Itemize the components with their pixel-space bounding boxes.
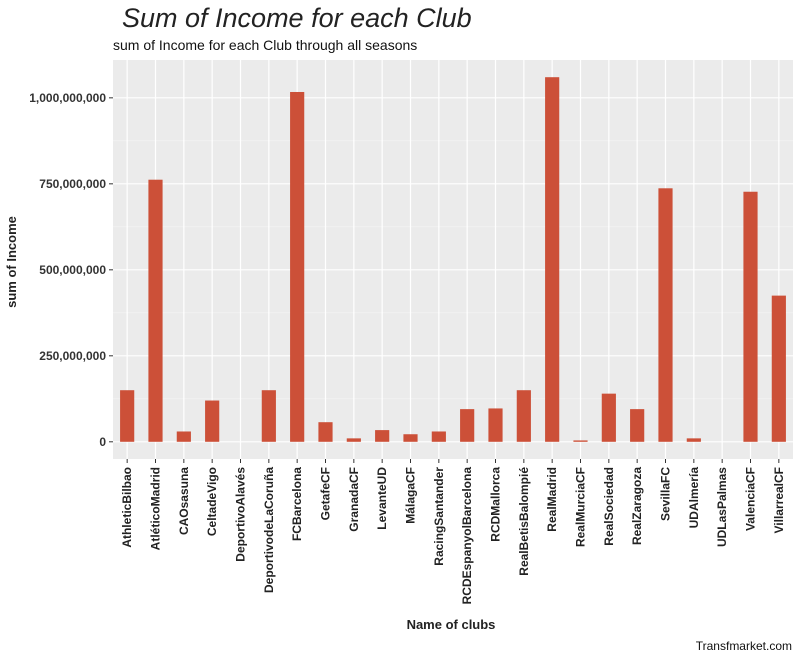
bar-23 <box>743 191 758 442</box>
x-tick-label: AthleticBilbao <box>120 467 134 548</box>
y-axis: 0 250,000,000 500,000,000 750,000,000 1,000,… <box>29 91 113 449</box>
y-tick-label: 0 <box>99 435 106 449</box>
y-tick-label: 500,000,000 <box>39 263 106 277</box>
bar-8 <box>318 422 333 442</box>
bar-13 <box>460 409 475 442</box>
x-tick-label: DeportivodeLaCoruña <box>262 467 276 593</box>
x-tick-label: RealBetisBalompié <box>517 467 531 576</box>
x-tick-label: LevanteUD <box>375 467 389 530</box>
bar-6 <box>261 390 276 442</box>
x-tick-label: CAOsasuna <box>177 467 191 535</box>
x-axis-title: Name of clubs <box>407 617 496 632</box>
y-tick-label: 250,000,000 <box>39 349 106 363</box>
x-tick-label: UDLasPalmas <box>715 467 729 547</box>
bar-9 <box>346 438 361 442</box>
bar-16 <box>545 77 560 442</box>
chart-title: Sum of Income for each Club <box>122 3 472 33</box>
y-tick-label: 1,000,000,000 <box>29 91 106 105</box>
bar-3 <box>176 431 191 442</box>
x-tick-label: ValenciaCF <box>744 467 758 531</box>
bar-4 <box>205 400 220 442</box>
bar-10 <box>375 430 390 442</box>
bars <box>120 77 786 442</box>
x-tick-label: GranadaCF <box>347 467 361 532</box>
x-tick-label: DeportivoAlavés <box>234 467 248 562</box>
bar-1 <box>120 390 135 442</box>
x-tick-label: RealSociedad <box>602 467 616 546</box>
plot-panel <box>113 60 793 459</box>
chart-caption: Transfmarket.com <box>696 639 792 653</box>
x-tick-label: RealMadrid <box>545 467 559 532</box>
bar-14 <box>488 408 503 442</box>
bar-15 <box>516 390 531 442</box>
bar-12 <box>431 431 446 442</box>
y-tick-label: 750,000,000 <box>39 177 106 191</box>
x-axis: AthleticBilbao AtléticoMadrid CAOsasuna Cel… <box>120 459 786 604</box>
x-tick-label: VillarrealCF <box>772 467 786 533</box>
bar-21 <box>686 438 701 442</box>
x-tick-label: RCDEspanyolBarcelona <box>460 467 474 605</box>
bar-2 <box>148 179 163 442</box>
x-tick-label: RealMurciaCF <box>574 467 588 547</box>
x-tick-label: AtléticoMadrid <box>149 467 163 550</box>
x-tick-label: UDAlmería <box>687 467 701 529</box>
y-axis-title: sum of Income <box>4 216 19 308</box>
x-tick-label: MálagaCF <box>404 467 418 524</box>
x-tick-label: RealZaragoza <box>630 467 644 545</box>
x-tick-label: FCBarcelona <box>290 467 304 541</box>
bar-20 <box>658 188 673 442</box>
bar-24 <box>771 295 786 442</box>
bar-7 <box>290 91 305 442</box>
x-tick-label: GetafeCF <box>319 467 333 520</box>
bar-18 <box>601 393 616 442</box>
bar-19 <box>630 409 645 442</box>
bar-11 <box>403 434 418 442</box>
bar-17 <box>573 440 588 442</box>
chart-subtitle: sum of Income for each Club through all … <box>113 37 417 53</box>
x-tick-label: RacingSantander <box>432 467 446 566</box>
x-tick-label: RCDMallorca <box>489 467 503 542</box>
x-tick-label: CeltadeVigo <box>205 467 219 536</box>
x-tick-label: SevillaFC <box>659 467 673 521</box>
